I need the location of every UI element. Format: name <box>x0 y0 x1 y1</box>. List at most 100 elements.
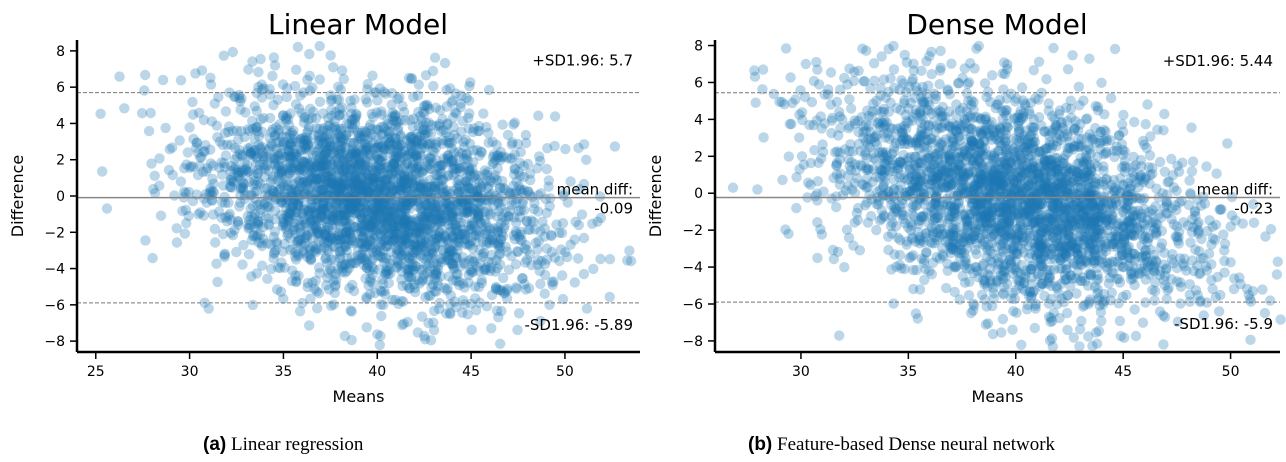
data-point <box>240 107 251 118</box>
data-point <box>834 179 846 190</box>
data-point <box>304 48 315 60</box>
data-point <box>346 114 357 125</box>
data-point <box>345 151 356 162</box>
data-point <box>269 205 281 216</box>
data-point <box>198 193 210 204</box>
data-point <box>338 73 349 85</box>
data-point <box>344 126 355 137</box>
data-point <box>777 174 788 186</box>
data-point <box>252 217 263 228</box>
data-point <box>234 148 246 160</box>
data-point <box>293 176 304 187</box>
data-point <box>187 195 199 207</box>
data-point <box>1248 217 1260 228</box>
data-point <box>326 110 338 122</box>
data-point <box>358 138 369 149</box>
data-point <box>445 290 456 301</box>
data-point <box>462 179 474 191</box>
data-point <box>380 234 392 245</box>
data-point <box>238 239 249 251</box>
data-point <box>474 227 485 238</box>
data-point <box>363 188 374 199</box>
data-point <box>181 159 192 170</box>
data-point <box>407 148 419 159</box>
data-point <box>336 234 347 245</box>
data-point <box>458 136 469 147</box>
data-point <box>466 324 477 335</box>
data-point <box>245 149 256 160</box>
data-point <box>266 263 277 275</box>
data-point <box>510 226 521 237</box>
data-point <box>326 265 337 277</box>
data-point <box>334 160 345 172</box>
data-point <box>462 181 473 192</box>
data-point <box>471 261 482 272</box>
data-point <box>347 279 358 291</box>
data-point <box>188 133 199 145</box>
data-point <box>1115 330 1127 342</box>
data-point <box>275 154 287 165</box>
data-point <box>320 146 332 158</box>
data-point <box>336 181 347 193</box>
data-point <box>507 137 518 148</box>
data-point <box>213 91 224 103</box>
data-point <box>534 151 545 162</box>
data-point <box>265 153 277 164</box>
data-point <box>279 151 290 163</box>
data-point <box>280 197 292 208</box>
data-point <box>492 211 503 222</box>
data-point <box>437 245 449 256</box>
data-point <box>293 270 304 281</box>
data-point <box>355 132 367 143</box>
data-point <box>889 249 900 260</box>
data-point <box>562 197 573 208</box>
data-point <box>492 284 504 296</box>
data-point <box>475 200 486 211</box>
data-point <box>512 246 523 257</box>
data-point <box>314 74 325 85</box>
data-point <box>483 127 494 139</box>
data-point <box>328 62 339 73</box>
data-point <box>461 92 472 104</box>
x-axis-title: Means <box>333 387 385 406</box>
data-point <box>418 270 430 281</box>
data-point <box>451 226 462 237</box>
data-point <box>311 162 322 173</box>
data-point <box>384 137 395 148</box>
data-point <box>437 187 448 198</box>
data-point <box>234 144 245 156</box>
data-point <box>320 213 331 225</box>
data-point <box>302 127 313 138</box>
data-point <box>423 227 434 239</box>
data-point <box>423 153 434 165</box>
data-point <box>396 274 407 285</box>
data-point <box>1175 298 1186 309</box>
data-point <box>455 195 467 207</box>
data-point <box>464 108 475 119</box>
data-point <box>315 191 326 202</box>
data-point <box>378 199 389 210</box>
data-point <box>303 121 315 132</box>
data-point <box>411 151 422 162</box>
data-point <box>333 230 345 242</box>
data-point <box>326 254 337 265</box>
data-point <box>396 296 407 307</box>
data-point <box>343 234 355 246</box>
data-point <box>535 278 546 290</box>
data-point <box>472 191 483 202</box>
data-point <box>288 157 299 169</box>
data-point <box>447 246 458 257</box>
data-point <box>269 247 280 258</box>
data-point <box>332 176 344 187</box>
data-point <box>335 209 346 221</box>
data-point <box>1041 74 1052 85</box>
data-point <box>352 127 364 138</box>
data-point <box>415 160 426 172</box>
lower-limit-label: -SD1.96: -5.89 <box>524 316 633 334</box>
data-point <box>468 203 479 215</box>
data-point <box>544 201 555 212</box>
data-point <box>518 171 530 183</box>
data-point <box>399 179 411 190</box>
data-point <box>442 200 453 211</box>
data-point <box>336 65 348 76</box>
